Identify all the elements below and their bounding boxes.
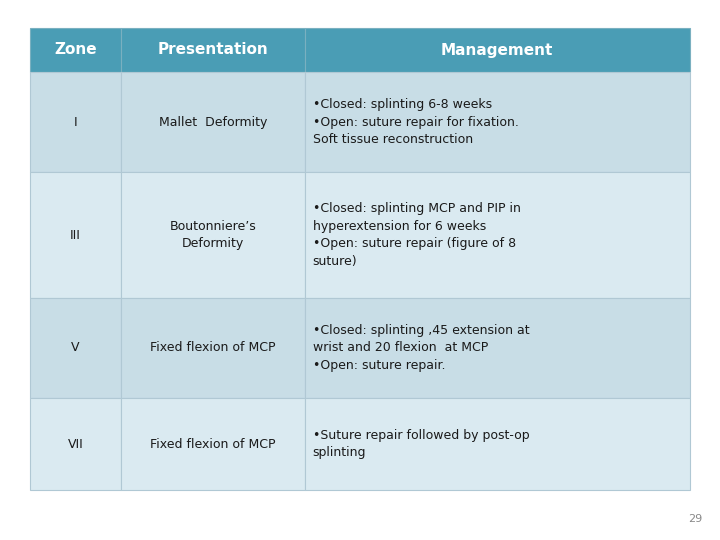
Text: Fixed flexion of MCP: Fixed flexion of MCP — [150, 341, 276, 354]
Text: •Closed: splinting ,45 extension at
wrist and 20 flexion  at MCP
•Open: suture r: •Closed: splinting ,45 extension at wris… — [312, 324, 529, 372]
Text: 29: 29 — [688, 514, 702, 524]
Bar — [121, 172, 305, 298]
Bar — [30, 298, 121, 398]
Bar — [30, 28, 121, 72]
Text: Management: Management — [441, 43, 554, 57]
Bar — [305, 398, 690, 490]
Text: •Suture repair followed by post-op
splinting: •Suture repair followed by post-op splin… — [312, 429, 529, 459]
Text: III: III — [70, 228, 81, 241]
Text: V: V — [71, 341, 80, 354]
Text: I: I — [73, 116, 77, 129]
Text: Boutonniere’s
Deformity: Boutonniere’s Deformity — [169, 220, 256, 250]
Bar — [121, 298, 305, 398]
Text: •Closed: splinting MCP and PIP in
hyperextension for 6 weeks
•Open: suture repai: •Closed: splinting MCP and PIP in hypere… — [312, 202, 521, 268]
Text: Zone: Zone — [54, 43, 97, 57]
Text: Presentation: Presentation — [158, 43, 268, 57]
Bar — [30, 72, 121, 172]
Text: VII: VII — [68, 437, 84, 450]
Text: Mallet  Deformity: Mallet Deformity — [158, 116, 267, 129]
Bar — [305, 298, 690, 398]
Bar — [305, 72, 690, 172]
Bar — [121, 28, 305, 72]
Bar — [305, 28, 690, 72]
Bar — [305, 172, 690, 298]
Bar — [121, 72, 305, 172]
Bar — [30, 172, 121, 298]
Bar — [30, 398, 121, 490]
Bar — [121, 398, 305, 490]
Text: •Closed: splinting 6-8 weeks
•Open: suture repair for fixation.
Soft tissue reco: •Closed: splinting 6-8 weeks •Open: sutu… — [312, 98, 518, 146]
Text: Fixed flexion of MCP: Fixed flexion of MCP — [150, 437, 276, 450]
